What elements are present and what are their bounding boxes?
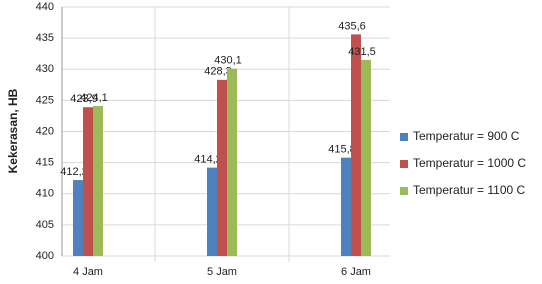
y-axis-title: Kekerasan, HB [6, 88, 20, 173]
value-label: 412,2 [60, 166, 88, 178]
bar [341, 157, 351, 256]
value-label: 424,1 [80, 92, 108, 104]
value-label: 430,1 [214, 55, 242, 67]
y-tick-label: 400 [36, 250, 54, 262]
legend-label: Temperatur = 1100 C [413, 183, 526, 197]
x-tick-label: 4 Jam [73, 266, 103, 278]
y-tick-label: 410 [36, 188, 54, 200]
bar [83, 107, 93, 256]
y-tick-label: 430 [36, 63, 54, 75]
value-label: 431,5 [348, 46, 376, 58]
bar [227, 68, 237, 256]
legend-swatch [400, 187, 408, 195]
x-tick-label: 6 Jam [341, 266, 371, 278]
x-tick-label: 5 Jam [207, 266, 237, 278]
bar [93, 105, 103, 256]
y-tick-label: 405 [36, 219, 54, 231]
value-label: 435,6 [338, 20, 366, 32]
y-tick-label: 425 [36, 94, 54, 106]
bar [361, 59, 371, 256]
y-tick-label: 420 [36, 125, 54, 137]
y-tick-label: 440 [36, 1, 54, 13]
bar [217, 79, 227, 257]
value-label: 423,9 [70, 93, 98, 105]
legend-label: Temperatur = 1000 C [413, 156, 526, 170]
value-label: 428,3 [204, 66, 232, 78]
legend-swatch [400, 160, 408, 168]
value-label: 414,2 [194, 154, 222, 166]
value-label: 415,8 [328, 144, 356, 156]
bar [351, 34, 361, 256]
legend-swatch [400, 133, 408, 141]
y-tick-label: 435 [36, 32, 54, 44]
legend-label: Temperatur = 900 C [413, 129, 520, 143]
y-tick-label: 415 [36, 157, 54, 169]
bar [207, 167, 217, 256]
bar [73, 180, 83, 256]
